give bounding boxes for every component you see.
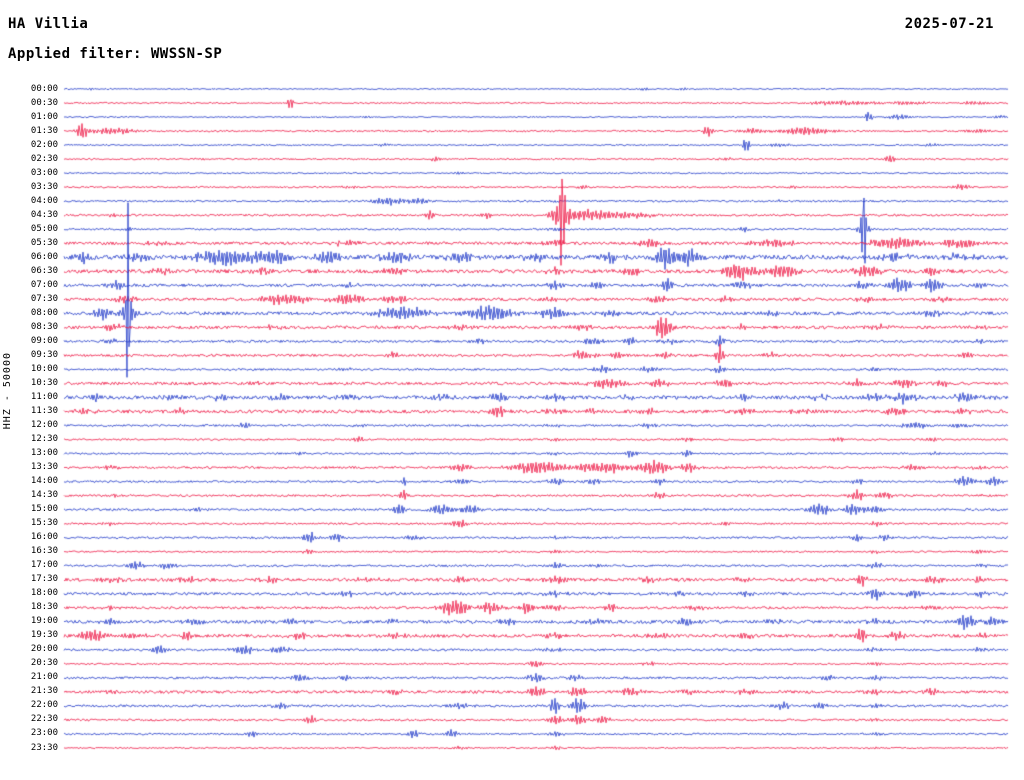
time-label: 15:30 — [30, 518, 58, 529]
channel-scale-label: HHZ - 50000 — [2, 352, 13, 430]
time-label: 22:30 — [30, 714, 58, 725]
time-label: 02:30 — [30, 153, 58, 164]
time-label: 21:30 — [30, 686, 58, 697]
time-label: 03:00 — [30, 167, 58, 178]
time-label: 01:00 — [30, 111, 58, 122]
time-label: 18:30 — [30, 602, 58, 613]
time-label: 06:00 — [30, 251, 58, 262]
time-label: 09:30 — [30, 349, 58, 360]
time-label: 08:30 — [30, 321, 58, 332]
time-label: 17:00 — [30, 560, 58, 571]
time-label: 22:00 — [30, 700, 58, 711]
time-label: 00:00 — [30, 83, 58, 94]
time-label: 04:00 — [30, 195, 58, 206]
time-label: 05:00 — [30, 223, 58, 234]
filter-label: Applied filter: WWSSN-SP — [8, 46, 223, 62]
time-label: 19:30 — [30, 630, 58, 641]
time-label: 17:30 — [30, 574, 58, 585]
time-label: 16:30 — [30, 546, 58, 557]
time-label: 11:30 — [30, 405, 58, 416]
time-label: 07:30 — [30, 293, 58, 304]
time-label: 12:30 — [30, 434, 58, 445]
time-label: 14:00 — [30, 476, 58, 487]
time-label: 14:30 — [30, 490, 58, 501]
date-label: 2025-07-21 — [904, 16, 994, 32]
time-label: 13:00 — [30, 448, 58, 459]
time-label: 10:30 — [30, 377, 58, 388]
time-label: 23:00 — [30, 728, 58, 739]
time-label: 06:30 — [30, 265, 58, 276]
time-label: 03:30 — [30, 181, 58, 192]
time-label: 13:30 — [30, 462, 58, 473]
time-label: 05:30 — [30, 237, 58, 248]
time-label: 12:00 — [30, 420, 58, 430]
time-label: 21:00 — [30, 672, 58, 683]
time-label: 01:30 — [30, 125, 58, 136]
time-label: 23:30 — [30, 742, 58, 753]
time-label: 11:00 — [30, 391, 58, 402]
station-name: HA Villia — [8, 16, 89, 32]
time-label: 18:00 — [30, 588, 58, 599]
time-label: 00:30 — [30, 97, 58, 108]
time-label: 04:30 — [30, 209, 58, 220]
time-label: 08:00 — [30, 307, 58, 318]
time-label: 09:00 — [30, 335, 58, 346]
time-label: 19:00 — [30, 616, 58, 627]
time-label: 10:00 — [30, 363, 58, 374]
time-label: 02:00 — [30, 139, 58, 150]
time-label: 20:30 — [30, 658, 58, 669]
time-label: 16:00 — [30, 532, 58, 543]
time-label: 07:00 — [30, 279, 58, 290]
time-label: 20:00 — [30, 644, 58, 655]
time-label: 15:00 — [30, 504, 58, 515]
